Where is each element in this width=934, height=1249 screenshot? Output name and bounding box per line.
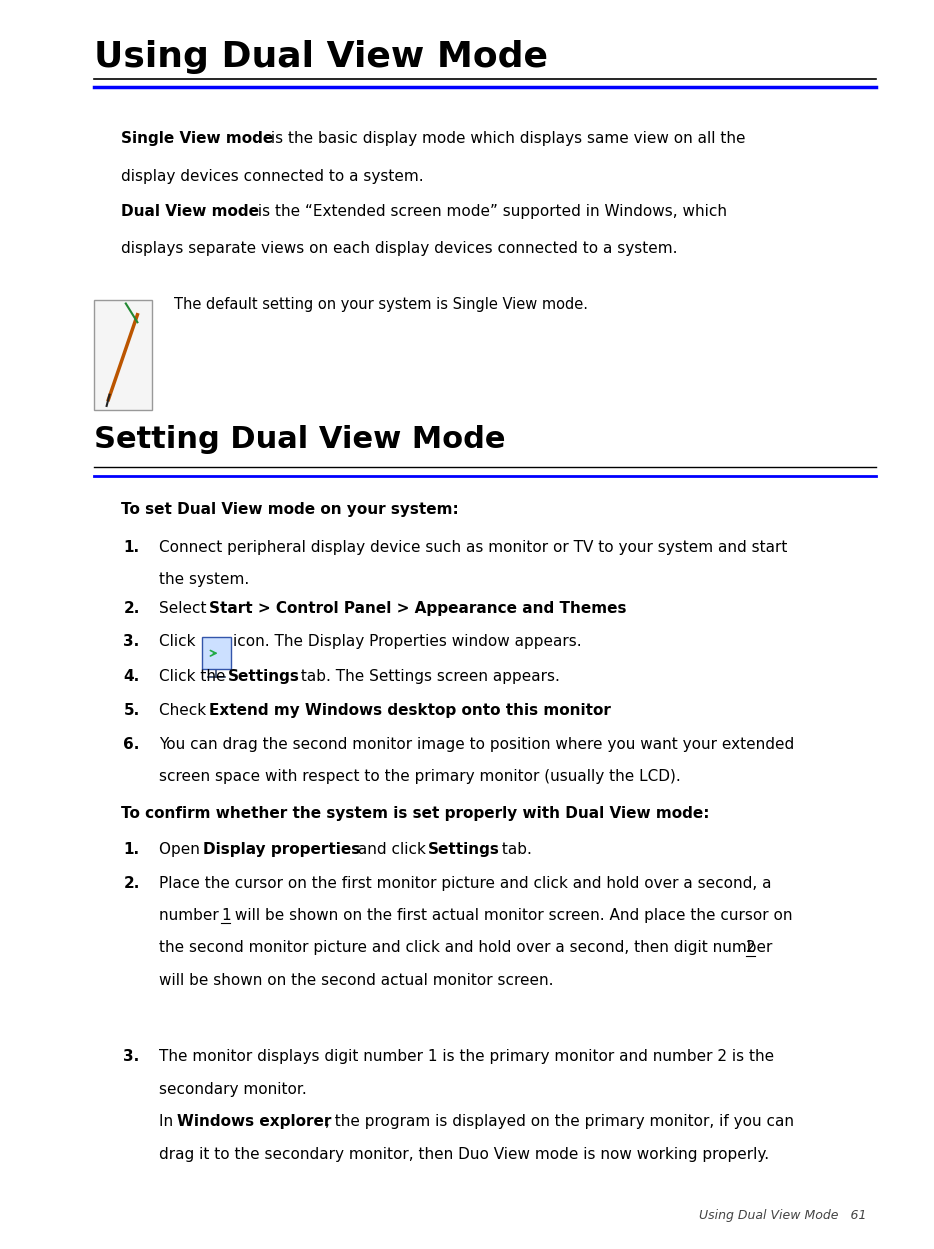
Text: is the “Extended screen mode” supported in Windows, which: is the “Extended screen mode” supported … xyxy=(253,204,727,219)
Text: The monitor displays digit number 1 is the primary monitor and number 2 is the: The monitor displays digit number 1 is t… xyxy=(159,1049,774,1064)
Text: number: number xyxy=(159,908,224,923)
Text: icon. The Display Properties window appears.: icon. The Display Properties window appe… xyxy=(234,634,582,649)
Text: 2.: 2. xyxy=(123,601,140,616)
Text: Check: Check xyxy=(159,703,211,718)
Text: 5.: 5. xyxy=(123,703,139,718)
Text: 4.: 4. xyxy=(123,669,139,684)
Text: , the program is displayed on the primary monitor, if you can: , the program is displayed on the primar… xyxy=(325,1114,794,1129)
Text: Setting Dual View Mode: Setting Dual View Mode xyxy=(93,425,505,453)
Text: will be shown on the first actual monitor screen. And place the cursor on: will be shown on the first actual monito… xyxy=(230,908,793,923)
Text: Using Dual View Mode   61: Using Dual View Mode 61 xyxy=(700,1209,867,1222)
Text: screen space with respect to the primary monitor (usually the LCD).: screen space with respect to the primary… xyxy=(159,769,681,784)
Text: Connect peripheral display device such as monitor or TV to your system and start: Connect peripheral display device such a… xyxy=(159,540,787,555)
Text: and click: and click xyxy=(353,842,432,857)
Text: displays separate views on each display devices connected to a system.: displays separate views on each display … xyxy=(120,241,677,256)
Text: Start > Control Panel > Appearance and Themes: Start > Control Panel > Appearance and T… xyxy=(209,601,627,616)
Text: 2: 2 xyxy=(746,940,756,955)
Text: 3.: 3. xyxy=(123,634,139,649)
Text: Place the cursor on the first monitor picture and click and hold over a second, : Place the cursor on the first monitor pi… xyxy=(159,876,771,891)
Text: is the basic display mode which displays same view on all the: is the basic display mode which displays… xyxy=(266,131,746,146)
Text: drag it to the secondary monitor, then Duo View mode is now working properly.: drag it to the secondary monitor, then D… xyxy=(159,1147,770,1162)
Text: Settings: Settings xyxy=(428,842,500,857)
Text: 6.: 6. xyxy=(123,737,140,752)
Text: number: number xyxy=(159,908,224,923)
Bar xyxy=(202,637,231,669)
Text: Display properties: Display properties xyxy=(203,842,361,857)
Text: Settings: Settings xyxy=(227,669,299,684)
Text: tab.: tab. xyxy=(497,842,531,857)
Text: 1.: 1. xyxy=(123,842,139,857)
Text: .: . xyxy=(609,601,614,616)
Text: 3.: 3. xyxy=(123,1049,139,1064)
Text: Using Dual View Mode: Using Dual View Mode xyxy=(93,40,548,74)
Text: secondary monitor.: secondary monitor. xyxy=(159,1082,307,1097)
Text: the system.: the system. xyxy=(159,572,249,587)
Text: Dual View mode: Dual View mode xyxy=(120,204,259,219)
Text: The default setting on your system is Single View mode.: The default setting on your system is Si… xyxy=(175,297,588,312)
Text: In: In xyxy=(159,1114,178,1129)
Text: Click the: Click the xyxy=(159,669,231,684)
Text: To confirm whether the system is set properly with Dual View mode:: To confirm whether the system is set pro… xyxy=(120,806,709,821)
Bar xyxy=(93,300,152,410)
Text: Click: Click xyxy=(159,634,201,649)
Text: Select: Select xyxy=(159,601,211,616)
Text: Windows explorer: Windows explorer xyxy=(177,1114,332,1129)
Text: tab. The Settings screen appears.: tab. The Settings screen appears. xyxy=(296,669,560,684)
Text: To set Dual View mode on your system:: To set Dual View mode on your system: xyxy=(120,502,459,517)
Text: the second monitor picture and click and hold over a second, then digit number: the second monitor picture and click and… xyxy=(159,940,772,955)
Text: the second monitor picture and click and hold over a second, then digit number: the second monitor picture and click and… xyxy=(159,940,772,955)
Text: .: . xyxy=(593,703,599,718)
Text: Open: Open xyxy=(159,842,205,857)
Text: 1.: 1. xyxy=(123,540,139,555)
Text: You can drag the second monitor image to position where you want your extended: You can drag the second monitor image to… xyxy=(159,737,794,752)
Text: 2.: 2. xyxy=(123,876,140,891)
Text: display devices connected to a system.: display devices connected to a system. xyxy=(120,169,423,184)
Text: Single View mode: Single View mode xyxy=(120,131,273,146)
Text: 1: 1 xyxy=(221,908,231,923)
Text: Extend my Windows desktop onto this monitor: Extend my Windows desktop onto this moni… xyxy=(209,703,611,718)
Text: will be shown on the second actual monitor screen.: will be shown on the second actual monit… xyxy=(159,973,554,988)
